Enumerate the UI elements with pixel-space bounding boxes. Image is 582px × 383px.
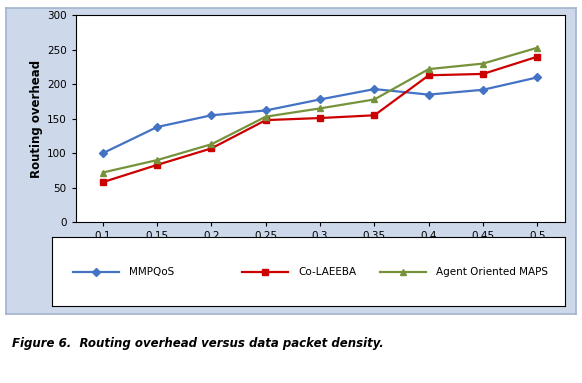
Co-LAEEBA xyxy=(317,116,324,120)
Text: Agent Oriented MAPS: Agent Oriented MAPS xyxy=(436,267,548,277)
MMPQoS xyxy=(208,113,215,118)
MMPQoS xyxy=(317,97,324,102)
MMPQoS xyxy=(100,151,107,155)
Line: Agent Oriented MAPS: Agent Oriented MAPS xyxy=(100,44,541,176)
Co-LAEEBA xyxy=(371,113,378,118)
MMPQoS xyxy=(480,87,487,92)
Line: MMPQoS: MMPQoS xyxy=(100,74,541,156)
Line: Co-LAEEBA: Co-LAEEBA xyxy=(100,54,541,185)
MMPQoS xyxy=(371,87,378,92)
Agent Oriented MAPS xyxy=(262,115,269,119)
Co-LAEEBA xyxy=(262,118,269,123)
Y-axis label: Routing overhead: Routing overhead xyxy=(30,60,42,178)
Agent Oriented MAPS xyxy=(317,106,324,111)
Agent Oriented MAPS xyxy=(480,61,487,66)
Co-LAEEBA xyxy=(425,73,432,78)
Agent Oriented MAPS xyxy=(534,46,541,50)
Agent Oriented MAPS xyxy=(425,67,432,71)
Agent Oriented MAPS xyxy=(208,142,215,147)
Co-LAEEBA xyxy=(154,163,161,167)
MMPQoS xyxy=(425,92,432,97)
MMPQoS xyxy=(262,108,269,113)
Co-LAEEBA xyxy=(534,54,541,59)
Co-LAEEBA xyxy=(100,180,107,185)
Text: Co-LAEEBA: Co-LAEEBA xyxy=(298,267,356,277)
MMPQoS xyxy=(534,75,541,80)
Text: MMPQoS: MMPQoS xyxy=(129,267,175,277)
X-axis label: Traffic load: Traffic load xyxy=(283,246,357,259)
Co-LAEEBA xyxy=(480,72,487,76)
Co-LAEEBA xyxy=(208,146,215,151)
Agent Oriented MAPS xyxy=(154,158,161,162)
Agent Oriented MAPS xyxy=(371,97,378,102)
Text: Figure 6.  Routing overhead versus data packet density.: Figure 6. Routing overhead versus data p… xyxy=(12,337,384,350)
MMPQoS xyxy=(154,125,161,129)
Agent Oriented MAPS xyxy=(100,170,107,175)
